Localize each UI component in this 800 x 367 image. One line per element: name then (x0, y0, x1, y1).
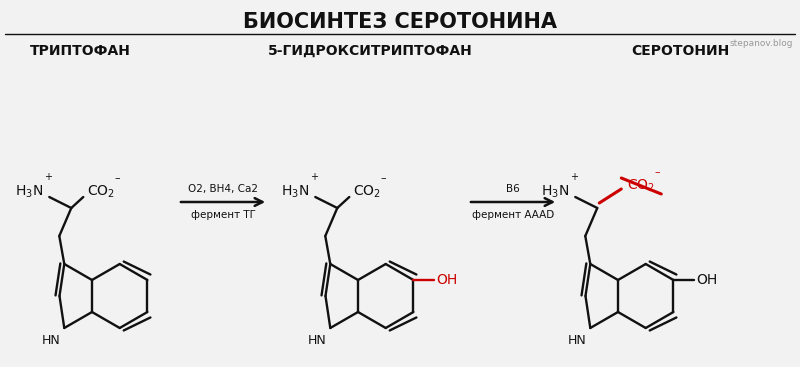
Text: –: – (380, 173, 386, 183)
Text: В6: В6 (506, 184, 520, 194)
Text: CO$_2$: CO$_2$ (627, 178, 655, 194)
Text: CO$_2$: CO$_2$ (87, 184, 115, 200)
Text: –: – (114, 173, 120, 183)
Text: OH: OH (696, 273, 717, 287)
Text: H$_3$N: H$_3$N (281, 184, 310, 200)
Text: +: + (570, 172, 578, 182)
Text: H$_3$N: H$_3$N (541, 184, 570, 200)
Text: HN: HN (42, 334, 60, 347)
Text: +: + (310, 172, 318, 182)
Text: БИОСИНТЕЗ СЕРОТОНИНА: БИОСИНТЕЗ СЕРОТОНИНА (243, 12, 557, 32)
Text: фермент ТГ: фермент ТГ (190, 210, 255, 220)
Text: stepanov.blog: stepanov.blog (730, 39, 793, 48)
Text: HN: HN (307, 334, 326, 347)
Text: +: + (44, 172, 52, 182)
Text: OH: OH (436, 273, 457, 287)
Text: 5-ГИДРОКСИТРИПТОФАН: 5-ГИДРОКСИТРИПТОФАН (268, 44, 472, 58)
Text: ТРИПТОФАН: ТРИПТОФАН (30, 44, 130, 58)
Text: H$_3$N: H$_3$N (15, 184, 43, 200)
Text: СЕРОТОНИН: СЕРОТОНИН (631, 44, 729, 58)
Text: фермент AAAD: фермент AAAD (472, 210, 554, 220)
Text: HN: HN (567, 334, 586, 347)
Text: CO$_2$: CO$_2$ (354, 184, 382, 200)
Text: О2, ВН4, Са2: О2, ВН4, Са2 (188, 184, 258, 194)
Text: –: – (654, 167, 660, 177)
